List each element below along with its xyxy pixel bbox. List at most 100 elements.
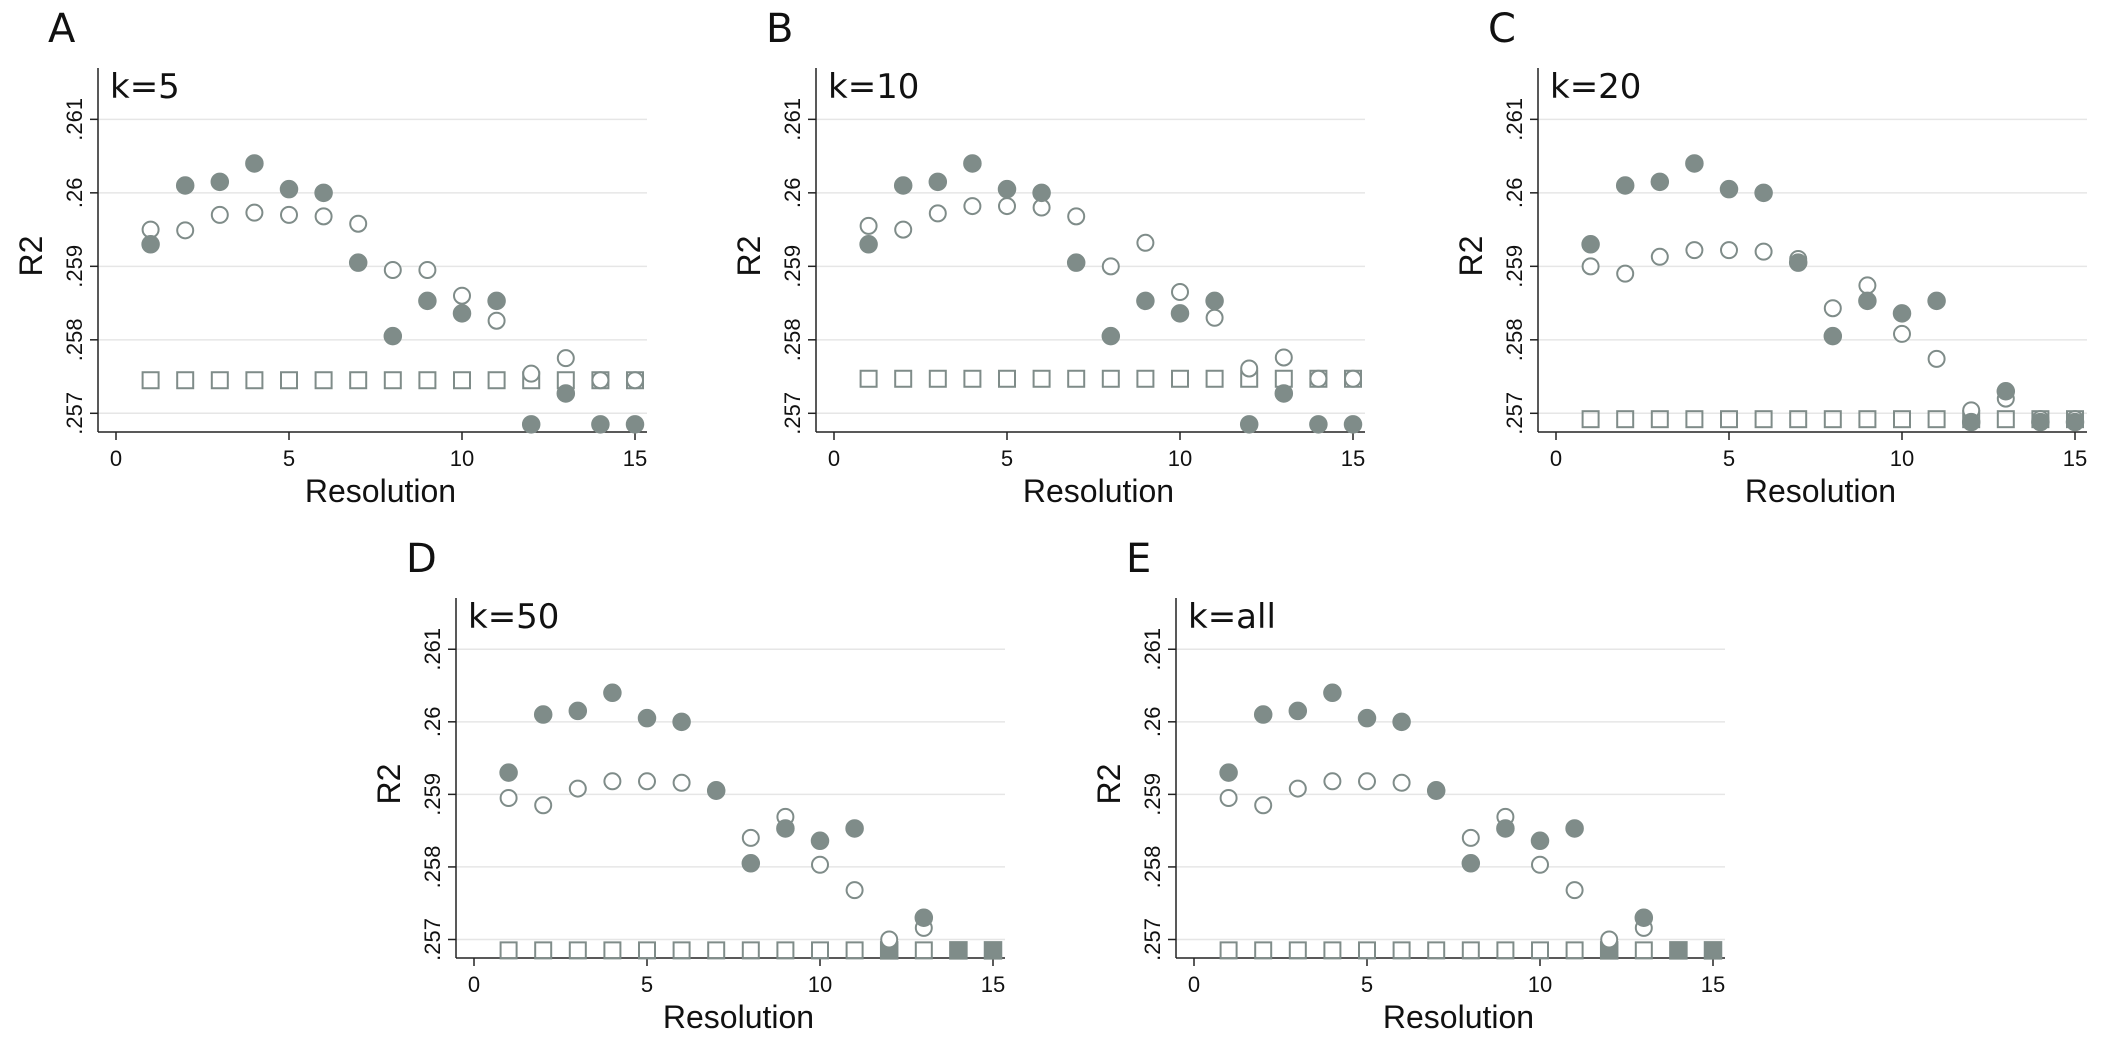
point-open-circle	[176, 221, 195, 240]
y-tick-label: .257	[420, 918, 445, 961]
y-tick-label: .26	[1140, 707, 1165, 738]
point-filled-circle	[141, 235, 160, 254]
point-filled-circle	[279, 179, 299, 199]
point-open-square	[487, 371, 506, 390]
point-open-circle	[894, 220, 913, 239]
point-open-square	[776, 941, 795, 960]
point-open-circle	[638, 772, 656, 791]
point-open-circle	[1323, 772, 1342, 791]
point-open-circle	[928, 204, 947, 223]
point-open-circle	[453, 286, 471, 305]
point-filled-circle	[1823, 326, 1843, 346]
point-open-square	[1219, 941, 1238, 960]
point-open-square	[1358, 941, 1376, 960]
panel-label: B	[766, 6, 793, 52]
point-open-square	[1685, 410, 1704, 429]
point-filled-circle	[1239, 415, 1259, 434]
x-tick-label: 0	[468, 972, 480, 997]
point-filled-circle	[914, 908, 934, 927]
point-open-circle	[522, 364, 541, 383]
point-open-circle	[1274, 348, 1293, 367]
point-open-square	[1754, 410, 1773, 429]
point-filled-circle	[1892, 304, 1912, 323]
y-tick-label: .26	[62, 178, 87, 209]
point-open-square	[914, 941, 933, 960]
x-tick-label: 10	[1890, 446, 1914, 471]
point-filled-circle	[1323, 683, 1342, 703]
y-tick-label: .257	[1502, 392, 1527, 435]
point-filled-circle	[1274, 384, 1294, 403]
point-filled-circle	[2031, 412, 2050, 432]
point-open-square	[1789, 410, 1808, 429]
y-axis-title: R2	[13, 236, 49, 277]
point-filled-circle	[1927, 291, 1946, 311]
point-open-circle	[1858, 276, 1877, 295]
k-label: k=20	[1550, 67, 1641, 107]
point-open-square	[1101, 369, 1120, 388]
y-tick-label: .258	[1140, 846, 1165, 889]
point-filled-circle	[637, 708, 657, 728]
point-filled-circle	[893, 176, 913, 195]
point-open-square	[638, 941, 656, 960]
point-open-circle	[280, 205, 298, 224]
point-open-circle	[998, 197, 1016, 216]
point-open-circle	[1754, 242, 1773, 261]
point-open-circle	[1823, 299, 1842, 318]
y-tick-label: .259	[780, 245, 805, 288]
point-open-circle	[1581, 257, 1600, 276]
y-tick-label: .257	[62, 392, 87, 435]
y-tick-label: .26	[1502, 178, 1527, 209]
point-filled-circle	[1101, 326, 1121, 346]
y-tick-label: .257	[1140, 918, 1165, 961]
x-tick-label: 10	[808, 972, 832, 997]
y-tick-label: .258	[420, 846, 445, 889]
point-filled-circle	[2065, 412, 2085, 432]
x-tick-label: 0	[1550, 446, 1562, 471]
panel-label: C	[1488, 6, 1516, 52]
x-tick-label: 15	[2063, 446, 2087, 471]
point-open-circle	[963, 197, 982, 216]
point-open-square	[1205, 369, 1224, 388]
x-tick-label: 10	[450, 446, 474, 471]
point-open-circle	[1101, 257, 1120, 276]
panel-b: B .257 .258 .259 .26 .261 0 5 10 15 Resolution R2 k=…	[718, 0, 1408, 540]
point-open-square	[1581, 410, 1600, 429]
point-filled-circle	[625, 415, 645, 434]
x-axis-title: Resolution	[663, 999, 814, 1035]
x-tick-label: 0	[828, 446, 840, 471]
x-tick-label: 15	[1701, 972, 1725, 997]
point-open-square	[534, 941, 553, 960]
point-filled-circle	[706, 781, 726, 800]
point-filled-circle	[1032, 183, 1051, 203]
point-filled-circle	[521, 415, 541, 434]
point-open-circle	[1344, 369, 1362, 388]
point-filled-circle	[175, 176, 195, 195]
point-filled-circle	[845, 819, 864, 838]
point-open-circle	[210, 205, 229, 224]
point-open-square	[1171, 369, 1189, 388]
x-tick-label: 5	[283, 446, 295, 471]
k-label: k=10	[828, 67, 919, 107]
point-filled-circle	[1685, 154, 1704, 173]
point-open-square	[210, 371, 229, 390]
y-tick-label: .261	[420, 628, 445, 671]
point-filled-circle	[591, 415, 610, 434]
point-open-square	[1461, 941, 1480, 960]
point-open-circle	[1358, 772, 1376, 791]
point-filled-circle	[556, 384, 576, 403]
point-open-square	[1032, 369, 1051, 388]
point-open-square	[453, 371, 471, 390]
point-open-circle	[1288, 779, 1307, 798]
point-filled-circle	[418, 291, 437, 311]
point-open-circle	[1650, 247, 1669, 266]
x-tick-label: 0	[110, 446, 122, 471]
point-filled-circle	[210, 172, 230, 192]
y-axis-title: R2	[731, 236, 767, 277]
point-open-circle	[672, 773, 691, 792]
point-filled-square	[1669, 941, 1688, 960]
point-filled-circle	[963, 154, 982, 173]
x-tick-label: 5	[641, 972, 653, 997]
point-filled-circle	[1205, 291, 1224, 311]
point-open-square	[1531, 941, 1549, 960]
panel-d: D .257 .258 .259 .26 .261 0 5 10 15 Resolution R2 k=…	[358, 530, 1048, 1044]
